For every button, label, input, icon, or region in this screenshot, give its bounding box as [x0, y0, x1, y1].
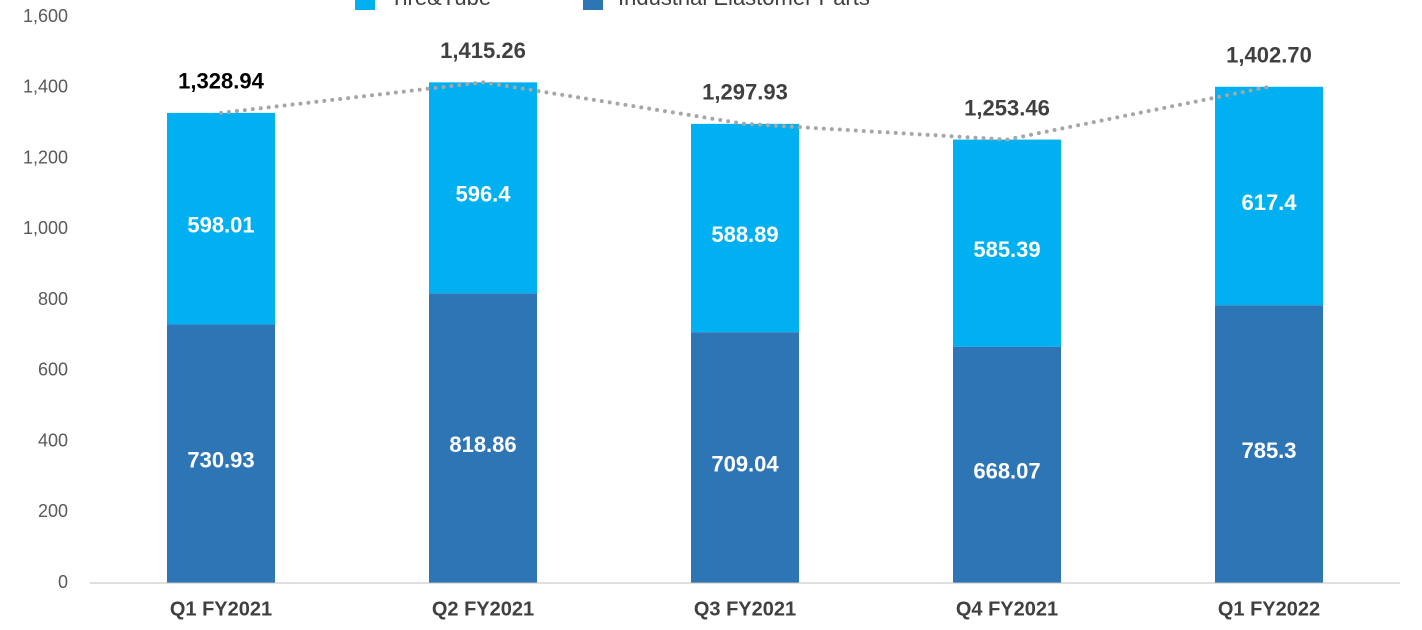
- bar-segment: [1215, 305, 1323, 583]
- y-tick-label: 1,000: [23, 218, 68, 238]
- data-label: 588.89: [711, 222, 778, 247]
- bar-segment: [1215, 86, 1323, 306]
- y-tick-label: 0: [58, 572, 68, 592]
- x-tick-label: Q4 FY2021: [956, 598, 1058, 620]
- data-label: 598.01: [187, 212, 254, 237]
- data-label: 668.07: [973, 459, 1040, 484]
- legend-label: Tire&Tube: [390, 0, 491, 10]
- data-label: 709.04: [711, 451, 779, 476]
- bar-segment: [167, 324, 275, 583]
- bar-segment: [691, 332, 799, 583]
- bar-segment: [167, 112, 275, 325]
- y-tick-label: 800: [38, 289, 68, 309]
- total-label: 1,297.93: [702, 80, 788, 105]
- bar-segment: [429, 293, 537, 583]
- bar-segment: [691, 123, 799, 333]
- data-label: 730.93: [187, 448, 254, 473]
- x-tick-label: Q1 FY2021: [170, 598, 272, 620]
- data-label: 617.4: [1241, 190, 1297, 215]
- y-tick-label: 1,200: [23, 147, 68, 167]
- y-tick-label: 200: [38, 501, 68, 521]
- bar-segment: [429, 82, 537, 294]
- x-tick-label: Q1 FY2022: [1218, 598, 1320, 620]
- x-tick-label: Q2 FY2021: [432, 598, 534, 620]
- total-line: [219, 80, 1271, 142]
- total-label: 1,402.70: [1226, 43, 1312, 68]
- total-label: 1,253.46: [964, 95, 1050, 120]
- data-label: 596.4: [455, 182, 511, 207]
- y-tick-label: 1,400: [23, 77, 68, 97]
- x-tick-label: Q3 FY2021: [694, 598, 796, 620]
- y-tick-label: 600: [38, 360, 68, 380]
- data-label: 818.86: [449, 432, 516, 457]
- y-tick-label: 1,600: [23, 6, 68, 26]
- bar-segment: [953, 346, 1061, 583]
- y-tick-label: 400: [38, 430, 68, 450]
- bar-segment: [953, 139, 1061, 347]
- total-label: 1,415.26: [440, 38, 526, 63]
- legend-label: Industrial Elastomer Parts: [618, 0, 870, 10]
- data-label: 785.3: [1241, 438, 1296, 463]
- legend-swatch: [583, 0, 603, 10]
- data-label: 585.39: [973, 237, 1040, 262]
- legend-swatch: [355, 0, 375, 10]
- total-label: 1,328.94: [178, 69, 264, 94]
